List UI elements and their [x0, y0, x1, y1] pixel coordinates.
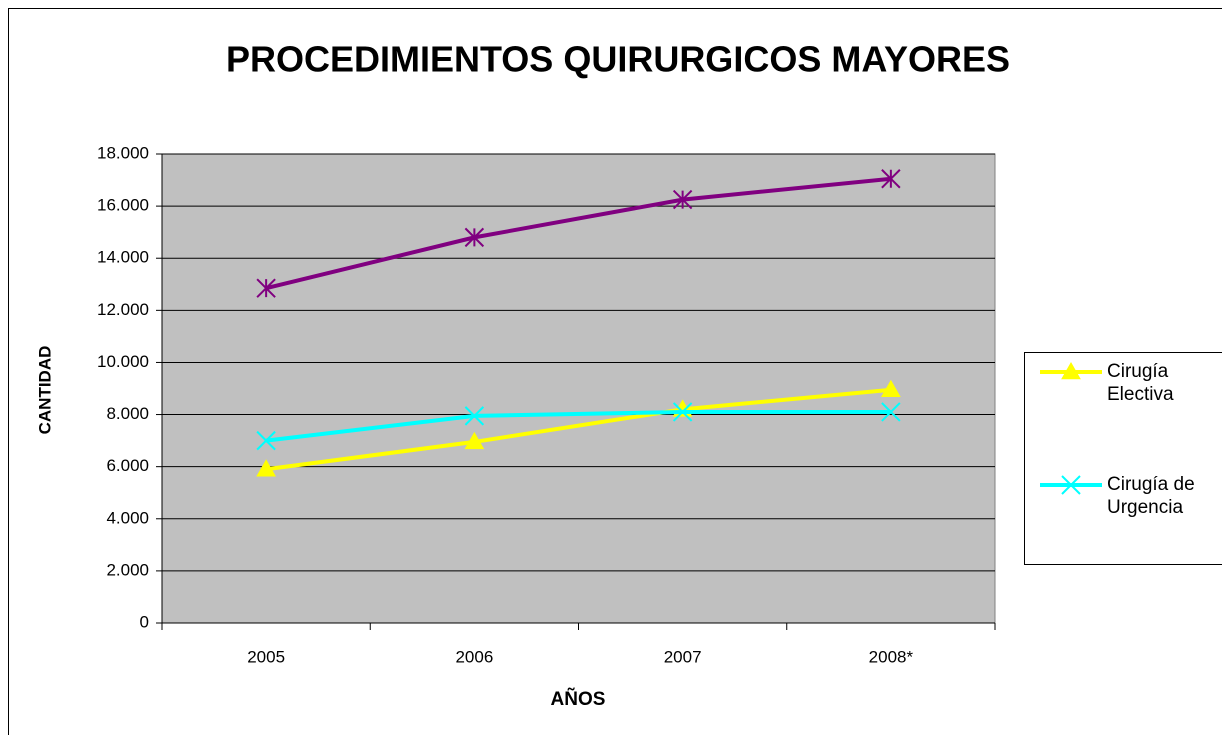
- y-tick-label: 10.000: [97, 352, 149, 371]
- y-tick-label: 16.000: [97, 196, 149, 215]
- marker: [1061, 361, 1081, 380]
- marker: [256, 430, 276, 451]
- y-tick-label: 0: [140, 612, 149, 631]
- marker: [881, 402, 901, 422]
- plot-area: [161, 153, 996, 624]
- chart-title: PROCEDIMIENTOS QUIRURGICOS MAYORES: [226, 39, 1010, 80]
- x-axis-label: AÑOS: [551, 688, 606, 710]
- y-tick-label: 18.000: [97, 143, 149, 162]
- x-tick-label: 2008*: [869, 647, 914, 666]
- marker: [1061, 475, 1081, 495]
- marker: [881, 169, 901, 189]
- legend-label: Cirugía Electiva: [1107, 361, 1174, 405]
- y-tick-label: 4.000: [106, 508, 149, 527]
- marker: [464, 227, 485, 248]
- series-line: [265, 409, 891, 443]
- y-tick-label: 8.000: [106, 404, 149, 423]
- marker: [256, 278, 276, 298]
- series-line: [265, 387, 892, 472]
- y-tick-label: 2.000: [106, 560, 149, 579]
- marker: [464, 431, 485, 450]
- y-tick-label: 6.000: [106, 456, 149, 475]
- marker: [672, 402, 693, 422]
- x-tick-label: 2007: [664, 647, 702, 666]
- x-tick-label: 2006: [455, 647, 493, 666]
- marker: [672, 189, 693, 210]
- legend-box: [1024, 352, 1222, 565]
- marker: [881, 379, 901, 398]
- y-axis-label: CANTIDAD: [35, 346, 54, 435]
- marker: [464, 406, 485, 426]
- legend-label: Cirugía de Urgencia: [1107, 474, 1195, 518]
- y-tick-label: 12.000: [97, 300, 149, 319]
- series-line: [265, 176, 892, 291]
- y-tick-label: 14.000: [97, 248, 149, 267]
- marker: [256, 459, 276, 477]
- x-tick-label: 2005: [247, 647, 285, 666]
